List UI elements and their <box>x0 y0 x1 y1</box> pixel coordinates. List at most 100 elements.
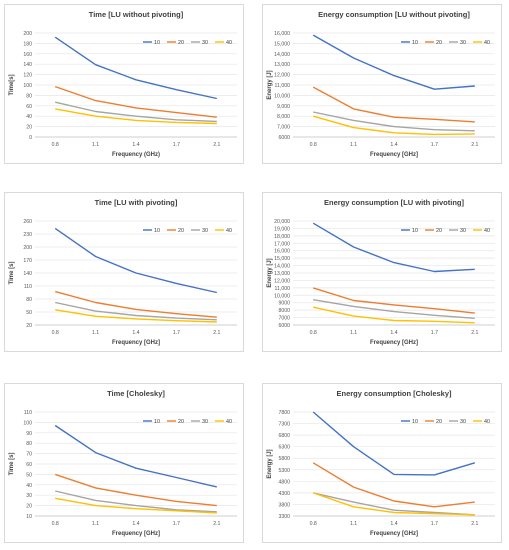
y-tick-label: 20 <box>26 504 32 510</box>
legend-label: 40 <box>226 419 232 425</box>
y-tick-label: 60 <box>26 104 32 110</box>
y-tick-label: 12,000 <box>274 73 290 79</box>
legend-label: 10 <box>412 228 418 234</box>
y-tick-label: 3300 <box>278 514 290 520</box>
y-tick-label: 260 <box>23 219 32 225</box>
y-axis-label: Time [s] <box>9 453 15 476</box>
series-line-10 <box>312 34 475 90</box>
y-tick-label: 7300 <box>278 422 290 428</box>
x-axis-label: Frequency [GHz] <box>370 152 418 158</box>
y-axis-label: Energy [J] <box>267 449 273 478</box>
x-tick-label: 0.8 <box>52 330 59 336</box>
series-line-10 <box>54 36 217 100</box>
y-tick-label: 140 <box>23 62 32 68</box>
series-line-40 <box>313 115 475 136</box>
x-tick-label: 1.4 <box>132 521 139 527</box>
chart-title: Energy consumption [LU with pivoting] <box>324 198 464 207</box>
series-line-30 <box>55 101 217 123</box>
legend-label: 30 <box>460 40 466 46</box>
legend-label: 20 <box>436 228 442 234</box>
y-tick-label: 200 <box>23 245 32 251</box>
y-tick-label: 7000 <box>278 316 290 322</box>
x-tick-label: 0.8 <box>52 521 59 527</box>
legend-label: 10 <box>154 419 160 425</box>
x-tick-label: 1.7 <box>431 521 438 527</box>
y-tick-label: 9,000 <box>277 104 290 110</box>
y-tick-label: 10 <box>26 514 32 520</box>
x-tick-label: 2.1 <box>213 521 220 527</box>
y-tick-label: 160 <box>23 52 32 58</box>
line-chart: Energy consumption [LU without pivoting]… <box>267 10 495 158</box>
y-tick-label: 6300 <box>278 445 290 451</box>
y-tick-label: 11,000 <box>275 286 291 292</box>
y-tick-label: 4300 <box>278 491 290 497</box>
legend-label: 40 <box>484 40 490 46</box>
y-tick-label: 60 <box>26 462 32 468</box>
x-tick-label: 1.4 <box>390 142 397 148</box>
y-tick-label: 230 <box>23 232 32 238</box>
line-chart: Time [LU with pivoting] 20 50 80 110 140 170 20… <box>9 198 237 346</box>
y-tick-label: 13,000 <box>274 62 290 68</box>
series-line-40 <box>55 309 217 323</box>
series-line-10 <box>312 411 476 476</box>
series-line-40 <box>313 306 475 324</box>
y-tick-label: 120 <box>23 73 32 79</box>
series-line-10 <box>312 222 475 273</box>
x-tick-label: 1.4 <box>390 521 397 527</box>
legend-label: 40 <box>226 40 232 46</box>
x-tick-label: 1.7 <box>173 142 180 148</box>
y-tick-label: 30 <box>26 493 32 499</box>
legend-label: 30 <box>460 419 466 425</box>
y-tick-label: 100 <box>23 83 32 89</box>
legend-label: 30 <box>202 228 208 234</box>
x-tick-label: 2.1 <box>213 142 220 148</box>
x-tick-label: 1.4 <box>390 330 397 336</box>
y-tick-label: 13,000 <box>274 271 290 277</box>
x-tick-label: 1.1 <box>92 521 99 527</box>
y-tick-label: 0 <box>29 135 32 141</box>
x-tick-label: 2.1 <box>213 330 220 336</box>
y-tick-label: 16,000 <box>274 31 290 37</box>
y-tick-label: 140 <box>23 271 32 277</box>
y-tick-label: 110 <box>24 284 32 290</box>
y-tick-label: 80 <box>26 93 32 99</box>
y-tick-label: 170 <box>23 258 32 264</box>
chart-panel: Energy consumption [Cholesky] 3300 3800 430… <box>262 383 502 543</box>
series-line-20 <box>312 287 475 314</box>
x-tick-label: 1.7 <box>431 330 438 336</box>
series-line-20 <box>54 473 217 507</box>
y-tick-label: 19,000 <box>274 226 290 232</box>
y-tick-label: 11,000 <box>275 83 291 89</box>
x-tick-label: 1.7 <box>431 142 438 148</box>
y-tick-label: 14,000 <box>274 264 290 270</box>
series-line-40 <box>312 492 475 516</box>
x-tick-label: 0.8 <box>310 521 317 527</box>
y-tick-label: 50 <box>26 472 32 478</box>
legend-label: 30 <box>202 419 208 425</box>
y-tick-label: 40 <box>26 114 32 120</box>
y-axis-label: Time[s] <box>9 74 15 95</box>
y-axis-label: Time [s] <box>9 262 15 285</box>
y-axis-label: Energy [J] <box>267 258 273 287</box>
y-tick-label: 16,000 <box>274 249 290 255</box>
y-tick-label: 6800 <box>278 433 290 439</box>
y-tick-label: 6000 <box>278 323 290 329</box>
chart-title: Time [LU with pivoting] <box>95 198 178 207</box>
y-tick-label: 9000 <box>278 301 290 307</box>
x-axis-label: Frequency (GHz) <box>112 152 160 158</box>
chart-panel: Energy consumption [LU without pivoting]… <box>262 4 502 164</box>
x-axis-label: Frequency [GHz] <box>112 531 160 537</box>
legend-label: 10 <box>154 40 160 46</box>
y-tick-label: 20 <box>26 323 32 329</box>
y-tick-label: 40 <box>26 483 32 489</box>
x-tick-label: 0.8 <box>310 142 317 148</box>
y-tick-label: 6000 <box>278 135 290 141</box>
series-line-40 <box>55 497 217 514</box>
series-line-20 <box>312 86 475 123</box>
y-tick-label: 5300 <box>278 468 290 474</box>
y-tick-label: 90 <box>26 431 32 437</box>
y-tick-label: 50 <box>26 310 32 316</box>
series-line-20 <box>55 290 217 318</box>
y-tick-label: 80 <box>26 441 32 447</box>
